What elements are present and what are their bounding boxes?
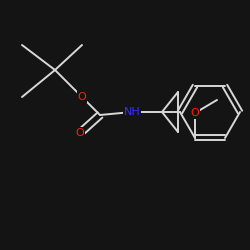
Text: O: O [191,108,200,118]
Text: O: O [78,92,86,102]
Text: O: O [76,128,84,138]
Text: NH: NH [124,107,140,117]
